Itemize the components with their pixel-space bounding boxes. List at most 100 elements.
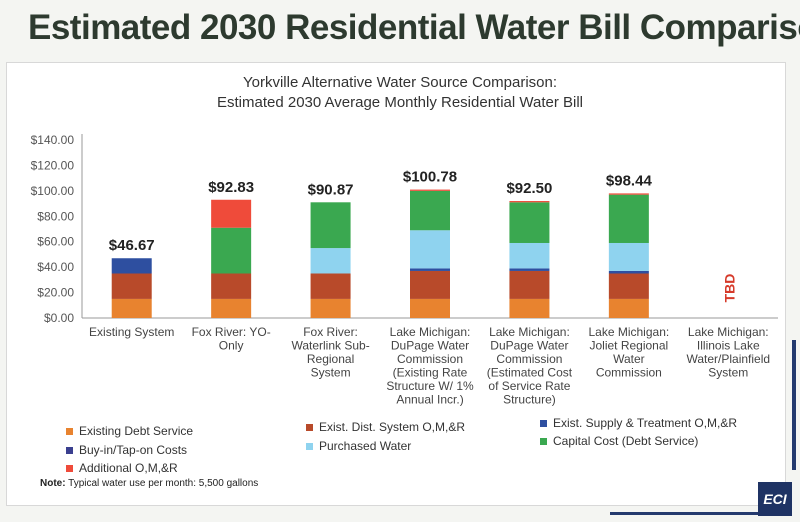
legend-swatch (66, 464, 73, 472)
bar-segment (310, 273, 351, 299)
legend-swatch (540, 419, 547, 427)
x-tick-label-line: Annual Incr.) (396, 393, 463, 407)
legend-label: Existing Debt Service (79, 424, 194, 438)
bar-segment (211, 199, 252, 228)
x-tick-label-line: Lake Michigan: (390, 325, 471, 339)
legend-supply-treatment: Exist. Supply & Treatment O,M,&R (540, 416, 737, 430)
x-tick-label-line: Regional (307, 352, 354, 366)
bar-segment (608, 193, 649, 195)
bar-total-label: $92.50 (506, 180, 552, 197)
bar-segment (509, 270, 550, 299)
bar-segment (509, 202, 550, 243)
y-tick-label: $0.00 (44, 311, 74, 325)
note: Note: Typical water use per month: 5,500… (40, 478, 258, 489)
bar-segment (111, 273, 152, 299)
bar-segment (410, 298, 450, 318)
bar-segment (608, 270, 649, 274)
bar-segment (608, 298, 649, 318)
x-tick-label-line: Commission (397, 352, 463, 366)
bar-segment (410, 189, 450, 191)
legend-purchased-water: Purchased Water (306, 439, 411, 453)
bar-segment (509, 268, 550, 271)
legend-swatch (66, 427, 73, 435)
y-tick-label: $120.00 (31, 158, 75, 172)
bar-total-label: $90.87 (308, 181, 354, 198)
chart-title-line1: Yorkville Alternative Water Source Compa… (242, 74, 558, 91)
bar-total-label: $92.83 (208, 179, 254, 196)
bar-segment (608, 194, 649, 243)
y-tick-label: $60.00 (37, 235, 74, 249)
x-tick-label-line: Fox River: (303, 325, 358, 339)
bar-segment (608, 273, 649, 299)
bar-segment (509, 242, 550, 269)
tbd-label: TBD (721, 274, 737, 303)
legend-label: Exist. Supply & Treatment O,M,&R (553, 416, 738, 430)
bar-segment (509, 201, 550, 203)
y-tick-label: $40.00 (37, 260, 74, 274)
x-tick-label-line: Lake Michigan: (588, 325, 669, 339)
x-tick-label: Lake Michigan: Joliet Regional Water Commis… (588, 325, 669, 380)
x-tick-label: Existing System (89, 325, 174, 339)
legend-label: Capital Cost (Debt Service) (553, 434, 699, 448)
bar-total-label: $46.67 (109, 237, 155, 254)
bar-segment (211, 227, 252, 274)
bar-segment (509, 298, 550, 318)
x-tick-label: Fox River: YO-Only (192, 325, 271, 353)
x-tick-label-line: Structure) (503, 393, 556, 407)
note-text: Typical water use per month: 5,500 gallo… (65, 478, 259, 489)
legend-buy-in: Buy-in/Tap-on Costs (66, 443, 187, 457)
legend-dist-system: Exist. Dist. System O,M,&R (306, 420, 465, 434)
bar-segment (410, 190, 450, 231)
x-tick-label-line: Waterlink Sub- (291, 339, 369, 353)
legend-swatch (306, 423, 313, 431)
legend-swatch (306, 442, 313, 450)
bar-segment (310, 202, 351, 249)
x-tick-label: Lake Michigan: DuPage Water Commission (Est… (487, 325, 573, 407)
bar-segment (211, 273, 252, 299)
legend-label: Additional O,M,&R (79, 461, 178, 475)
x-tick-label-line: DuPage Water (490, 339, 568, 353)
legend-label: Exist. Dist. System O,M,&R (319, 420, 466, 434)
bar-segment (310, 248, 351, 274)
y-tick-label: $100.00 (31, 184, 75, 198)
legend-swatch (540, 437, 547, 445)
x-tick-label-line: System (708, 366, 748, 380)
x-tick-label: Lake Michigan: Illinois Lake Water/Plainfi… (686, 325, 770, 380)
bar-segment (111, 258, 152, 274)
x-tick-label-line: Water (613, 352, 645, 366)
x-tick-label: Fox River: Waterlink Sub-Regional System (291, 325, 369, 380)
x-tick-label-line: Lake Michigan: (489, 325, 570, 339)
legend-label: Buy-in/Tap-on Costs (79, 443, 188, 457)
legend-label: Purchased Water (319, 439, 412, 453)
bar-segment (410, 268, 450, 271)
decorative-side-bar (792, 340, 796, 470)
decorative-bottom-line (610, 512, 760, 515)
x-tick-label-line: Illinois Lake (697, 339, 760, 353)
bar-total-label: $100.78 (403, 169, 457, 186)
y-tick-label: $140.00 (31, 133, 75, 147)
bar-segment (410, 270, 450, 299)
y-tick-label: $20.00 (37, 286, 74, 300)
x-tick-label-line: Structure W/ 1% (386, 379, 474, 393)
legend-existing-debt-service: Existing Debt Service (66, 424, 193, 438)
bar-segment (211, 298, 252, 318)
x-tick-label-line: (Estimated Cost (487, 366, 573, 380)
x-tick-label-line: Fox River: YO- (192, 325, 271, 339)
x-tick-label-line: Commission (596, 366, 662, 380)
x-tick-label-line: Water/Plainfield (686, 352, 770, 366)
slide-title: Estimated 2030 Residential Water Bill Co… (28, 8, 800, 47)
x-tick-label-line: Lake Michigan: (688, 325, 769, 339)
legend-additional-omr: Additional O,M,&R (66, 461, 178, 475)
bar-segment (410, 230, 450, 269)
bar-segment (111, 298, 152, 318)
bar-total-label: $98.44 (606, 172, 653, 189)
company-logo: ECI (758, 482, 792, 516)
legend-capital-cost: Capital Cost (Debt Service) (540, 434, 698, 448)
x-tick-label-line: (Existing Rate (393, 366, 468, 380)
x-tick-label-line: Only (219, 339, 244, 353)
x-tick-label-line: Existing System (89, 325, 174, 339)
x-tick-label-line: Joliet Regional (589, 339, 668, 353)
x-tick-label-line: System (311, 366, 351, 380)
x-tick-label-line: of Service Rate (488, 379, 570, 393)
y-tick-label: $80.00 (37, 209, 74, 223)
